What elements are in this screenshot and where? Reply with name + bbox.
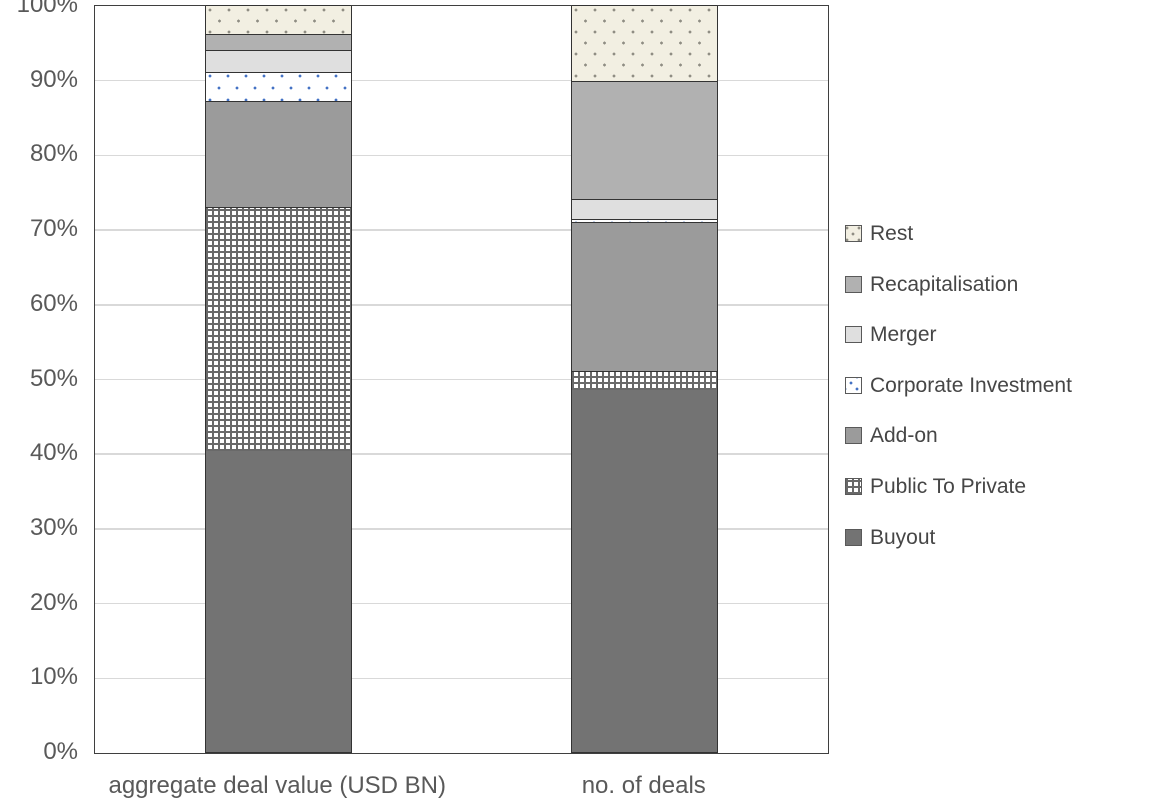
legend-item-addon: Add-on [845, 425, 938, 446]
segment-ptp [572, 371, 718, 390]
y-axis-tick-label: 60% [29, 289, 78, 317]
legend-swatch-ptp-icon [845, 478, 862, 495]
segment-merger [572, 199, 718, 220]
segment-rest [572, 5, 718, 81]
gridline [95, 229, 828, 231]
legend-swatch-merger-icon [845, 326, 862, 344]
segment-ci [205, 71, 351, 101]
plot-area [94, 5, 829, 754]
segment-addon [205, 100, 351, 207]
segment-buyout [205, 450, 351, 752]
legend-item-buyout: Buyout [845, 527, 935, 548]
legend-swatch-ci-icon [845, 376, 862, 394]
segment-addon [572, 222, 718, 372]
segment-ci [572, 219, 718, 223]
gridline [95, 677, 828, 680]
legend-label: Merger [870, 323, 937, 347]
x-axis-category-label: aggregate deal value (USD BN) [108, 772, 446, 799]
x-axis-category-label: no. of deals [581, 772, 706, 799]
bar-aggregate-deal-value [204, 5, 352, 753]
segment-recap [572, 80, 718, 200]
segment-buyout [572, 389, 718, 752]
legend-swatch-addon-icon [845, 427, 862, 445]
gridline [95, 378, 828, 381]
legend-label: Corporate Investment [870, 373, 1072, 397]
y-axis-tick-label: 0% [43, 738, 78, 765]
gridline [95, 79, 828, 82]
gridline [95, 602, 828, 605]
y-axis-tick-label: 40% [29, 439, 78, 467]
y-axis-tick-label: 50% [29, 364, 78, 392]
legend-item-merger: Merger [845, 324, 937, 345]
legend-label: Recapitalisation [870, 272, 1019, 296]
segment-merger [205, 49, 351, 72]
segment-recap [205, 34, 351, 50]
y-axis-tick-label: 10% [29, 663, 78, 691]
gridline [95, 453, 828, 455]
segment-rest [205, 5, 351, 35]
legend-item-ci: Corporate Investment [845, 375, 1072, 396]
legend-item-ptp: Public To Private [845, 476, 1026, 497]
y-axis-tick-label: 80% [29, 140, 78, 168]
y-axis-tick-label: 70% [29, 215, 78, 243]
legend-label: Rest [870, 222, 914, 245]
legend-label: Add-on [870, 424, 938, 448]
y-axis-tick-label: 30% [29, 513, 78, 541]
legend-swatch-buyout-icon [845, 528, 862, 546]
segment-ptp [205, 206, 351, 451]
legend-swatch-recap-icon [845, 275, 862, 293]
legend-swatch-rest-icon [845, 225, 862, 242]
legend-item-recap: Recapitalisation [845, 274, 1018, 295]
legend-label: Buyout [870, 525, 936, 549]
legend-item-rest: Rest [845, 223, 913, 244]
y-axis-tick-label: 20% [29, 588, 78, 616]
y-axis-tick-label: 100% [16, 0, 78, 18]
y-axis-tick-label: 90% [29, 65, 78, 93]
bar-no-of-deals [571, 5, 719, 753]
gridline [95, 528, 828, 530]
gridline [95, 154, 828, 157]
gridline [95, 304, 828, 306]
legend-label: Public To Private [870, 475, 1027, 498]
